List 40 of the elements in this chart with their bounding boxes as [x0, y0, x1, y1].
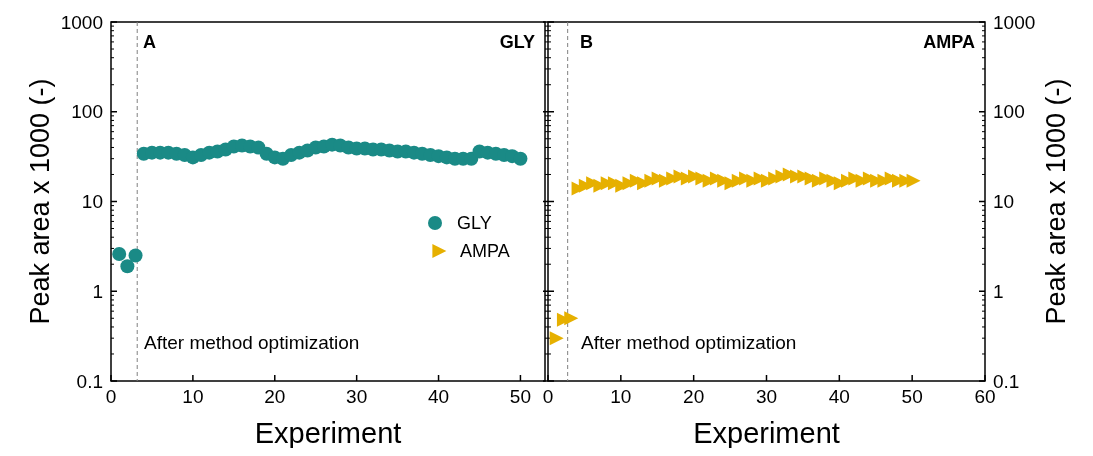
point — [906, 173, 921, 188]
annotation: AMPA — [923, 32, 975, 52]
y2-tick-label: 1 — [993, 280, 1004, 302]
annotation: A — [143, 32, 156, 52]
x-tick-label: 0 — [105, 386, 117, 407]
x-tick-label: 40 — [828, 386, 850, 407]
x-tick-label: 40 — [427, 386, 450, 407]
y2-tick-label: 0.1 — [993, 370, 1020, 392]
y2-tick-label: 1000 — [993, 11, 1036, 33]
y2-tick-label: 10 — [993, 191, 1015, 213]
annotation: After method optimization — [581, 332, 797, 353]
annotation: B — [580, 32, 593, 52]
y2-axis-title: Peak area x 1000 (-) — [1041, 78, 1071, 325]
legend-label: AMPA — [460, 241, 510, 262]
y-tick-label: 10 — [81, 191, 103, 213]
x-tick-label: 10 — [182, 386, 204, 407]
x-tick-label: 30 — [346, 386, 368, 407]
point — [112, 247, 127, 261]
point — [549, 331, 564, 346]
y2-tick-label: 100 — [993, 101, 1025, 123]
y-tick-label: 0.1 — [76, 370, 103, 392]
x-tick-label: 10 — [610, 386, 632, 407]
annotation: GLY — [499, 32, 535, 52]
x-tick-label: 30 — [755, 386, 778, 407]
legend-label: GLY — [457, 213, 492, 234]
x-tick-label: 0 — [542, 386, 554, 407]
x-tick-label: 50 — [901, 386, 923, 407]
y-tick-label: 1000 — [60, 11, 103, 33]
annotation: After method optimization — [144, 332, 360, 353]
point — [128, 248, 143, 263]
x-tick-label: 20 — [683, 386, 705, 407]
point — [564, 311, 579, 326]
point — [513, 151, 528, 166]
y-tick-label: 100 — [71, 101, 103, 123]
y-tick-label: 1 — [92, 280, 103, 302]
x-tick-label: 50 — [509, 386, 531, 407]
x-tick-label: 60 — [974, 386, 996, 407]
point — [120, 259, 135, 274]
y-axis-title: Peak area x 1000 (-) — [25, 78, 55, 325]
x-tick-label: 20 — [264, 386, 286, 407]
